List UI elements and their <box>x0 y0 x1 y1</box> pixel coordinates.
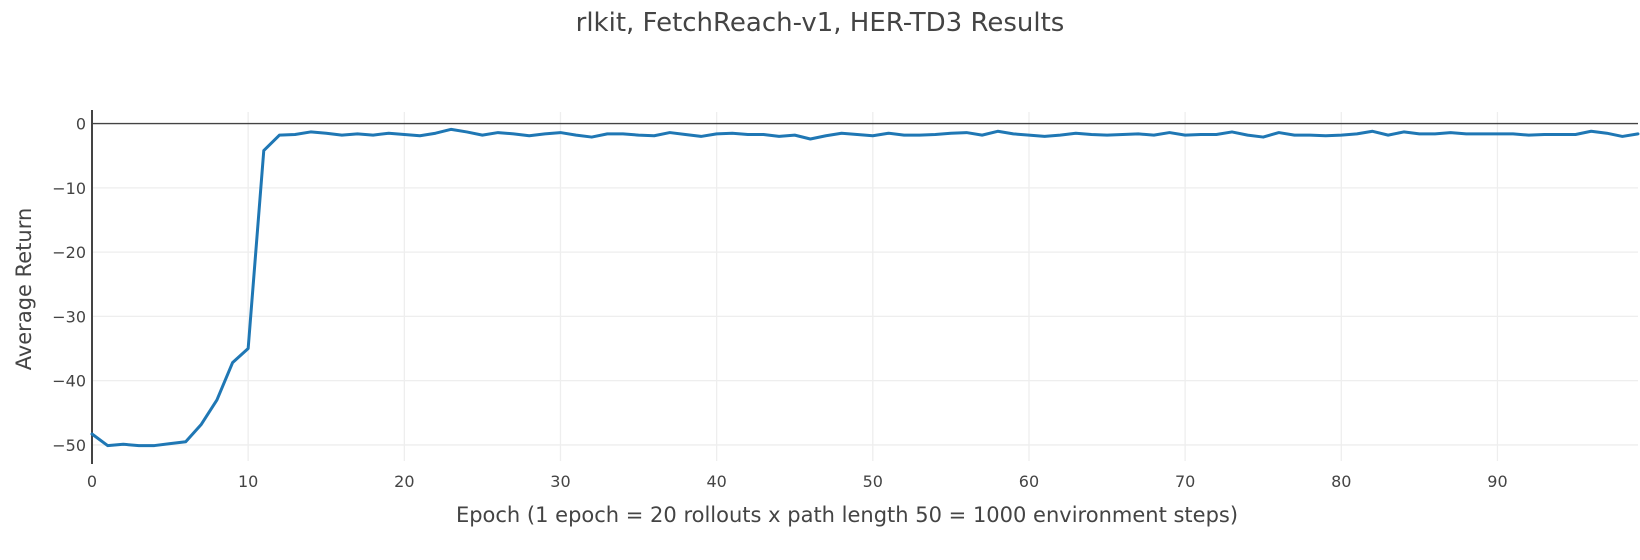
x-tick-label: 10 <box>238 472 258 491</box>
axes <box>91 110 1638 464</box>
plot-series <box>90 127 1640 448</box>
x-tick-label: 70 <box>1175 472 1195 491</box>
x-tick-label: 80 <box>1331 472 1351 491</box>
x-tick-label: 20 <box>394 472 414 491</box>
x-tick-label: 0 <box>87 472 97 491</box>
y-axis-title: Average Return <box>12 208 36 371</box>
chart-title: rlkit, FetchReach-v1, HER-TD3 Results <box>576 8 1065 38</box>
y-tick-label: −40 <box>52 372 86 391</box>
y-tick-label: −30 <box>52 307 86 326</box>
series-line <box>90 127 1640 448</box>
tick-labels: 0 10 20 30 40 50 60 70 80 90 0 −10 −20 −30 −40 −50 <box>52 115 1507 491</box>
x-tick-label: 40 <box>706 472 726 491</box>
x-axis-title: Epoch (1 epoch = 20 rollouts x path leng… <box>456 503 1238 527</box>
x-tick-label: 60 <box>1019 472 1039 491</box>
y-tick-label: −10 <box>52 179 86 198</box>
gridlines <box>92 112 1638 461</box>
x-tick-label: 30 <box>550 472 570 491</box>
y-tick-label: 0 <box>76 115 86 134</box>
x-tick-label: 90 <box>1487 472 1507 491</box>
y-tick-label: −50 <box>52 436 86 455</box>
x-tick-label: 50 <box>863 472 883 491</box>
y-tick-label: −20 <box>52 243 86 262</box>
